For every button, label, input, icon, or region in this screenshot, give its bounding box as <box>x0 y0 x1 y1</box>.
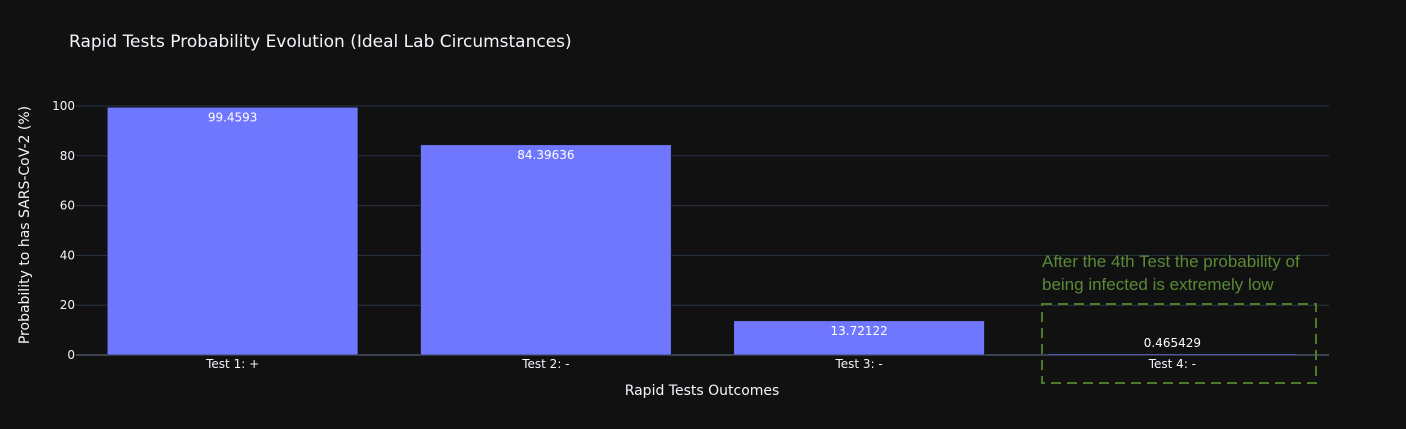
y-tick-label: 0 <box>67 348 75 362</box>
bar <box>420 144 672 356</box>
y-tick-labels: 0 20 40 60 80 100 <box>52 99 75 362</box>
y-axis-title: Probability to has SARS-CoV-2 (%) <box>17 106 33 344</box>
chart-title: Rapid Tests Probability Evolution (Ideal… <box>69 32 572 52</box>
bar-value-labels: 99.4593 84.39636 13.72122 0.465429 <box>208 110 1201 349</box>
annotation-line-2: being infected is extremely low <box>1042 275 1274 294</box>
x-tick-label: Test 4: - <box>1148 357 1196 371</box>
x-axis-title: Rapid Tests Outcomes <box>625 383 780 399</box>
bar-value-label: 99.4593 <box>208 110 258 124</box>
x-tick-label: Test 3: - <box>834 357 882 371</box>
bar <box>733 320 985 356</box>
x-tick-label: Test 2: - <box>521 357 569 371</box>
bars <box>107 107 1298 356</box>
annotation-line-1: After the 4th Test the probability of <box>1042 252 1300 271</box>
bar <box>1046 353 1298 356</box>
bar-value-label: 0.465429 <box>1144 336 1201 350</box>
x-tick-labels: Test 1: + Test 2: - Test 3: - Test 4: - <box>205 357 1196 371</box>
bar <box>107 107 359 356</box>
y-tick-label: 60 <box>60 199 75 213</box>
annotation-highlight-box <box>1041 303 1317 384</box>
bar-value-label: 13.72122 <box>830 324 887 338</box>
y-tick-label: 40 <box>60 248 75 262</box>
x-tick-label: Test 1: + <box>205 357 259 371</box>
bar-value-label: 84.39636 <box>517 148 574 162</box>
y-tick-label: 20 <box>60 298 75 312</box>
y-tick-label: 80 <box>60 149 75 163</box>
y-tick-label: 100 <box>52 99 75 113</box>
